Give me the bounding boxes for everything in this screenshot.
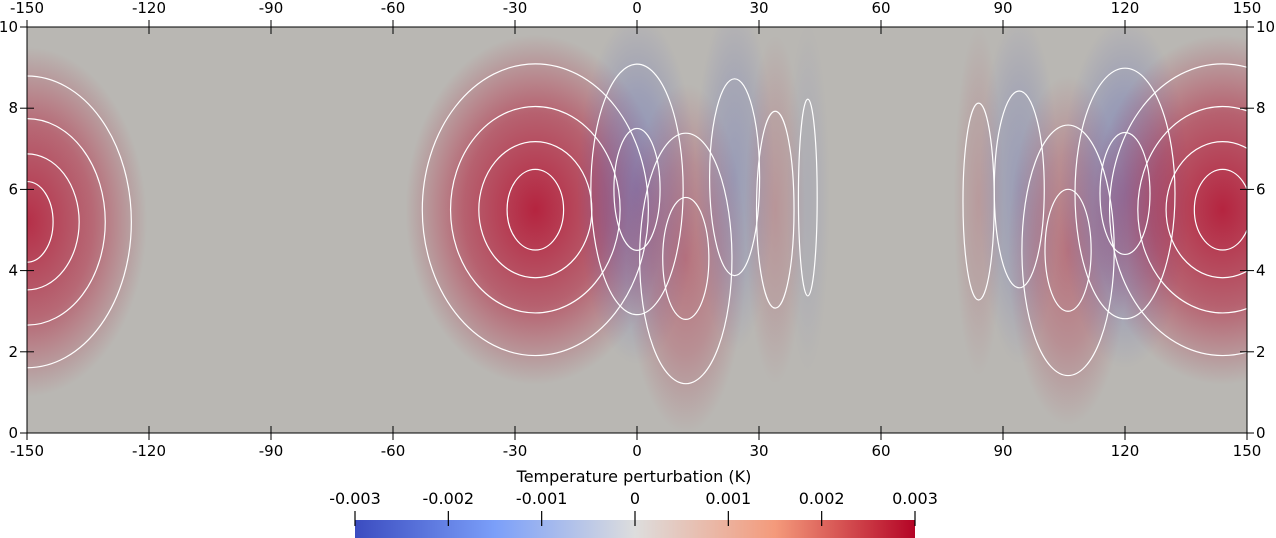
colorbar-tick-label: 0.002 (799, 489, 845, 508)
contour-11-3 (1137, 105, 1247, 314)
axes: -150 -150 -120 -120 -90 -90 -60 -60 -30 -30 0 0 30 30… (0, 0, 1275, 460)
y-tick-label-right: 2 (1256, 343, 1266, 361)
contour-lines (27, 63, 1247, 385)
x-tick-label-bottom: -30 (503, 442, 528, 460)
y-tick-label-right: 4 (1256, 262, 1266, 280)
x-tick-label-bottom: 30 (749, 442, 768, 460)
anomaly-11 (1092, 34, 1247, 385)
contour-10-1 (1099, 131, 1151, 256)
contour-0-4 (27, 75, 132, 369)
x-tick-label-top: 30 (749, 0, 768, 17)
x-tick-label-top: -30 (503, 0, 528, 17)
x-tick-label-top: 150 (1233, 0, 1262, 17)
colorbar-tick-label: 0 (630, 489, 640, 508)
x-tick-label-bottom: 150 (1233, 442, 1262, 460)
x-tick-label-bottom: -150 (10, 442, 44, 460)
contour-3-2 (639, 132, 733, 385)
y-tick-label-right: 0 (1256, 424, 1266, 442)
contour-11-1 (1193, 168, 1247, 251)
contour-2-2 (590, 63, 684, 316)
x-tick-label-top: -90 (259, 0, 284, 17)
contour-1-3 (449, 105, 621, 314)
y-tick-label-left: 8 (8, 99, 18, 117)
y-tick-label-right: 10 (1256, 18, 1275, 36)
contour-2-1 (613, 127, 661, 251)
x-tick-label-top: 0 (632, 0, 642, 17)
heatmap-field (27, 27, 1247, 433)
y-tick-label-right: 6 (1256, 180, 1266, 198)
contour-11-2 (1165, 141, 1247, 279)
y-tick-label-left: 10 (0, 18, 18, 36)
contour-1-1 (506, 168, 565, 251)
x-tick-label-bottom: 90 (993, 442, 1012, 460)
contour-4-1 (708, 78, 761, 277)
colorbar-tick-label: -0.002 (423, 489, 475, 508)
contour-8-1 (993, 90, 1045, 289)
contour-6-1 (797, 98, 818, 297)
contour-11-4 (1108, 63, 1247, 357)
colorbar-title: Temperature perturbation (K) (516, 467, 752, 486)
contour-0-2 (27, 153, 80, 291)
x-tick-label-bottom: -60 (381, 442, 406, 460)
colorbar-tick-labels: -0.003 -0.002 -0.001 0 0.001 0.002 0.003 (329, 489, 938, 508)
contour-3-1 (662, 196, 710, 320)
anomaly-0 (27, 46, 147, 397)
colorbar-gradient (355, 520, 915, 538)
x-tick-label-bottom: 60 (871, 442, 890, 460)
x-tick-label-top: -60 (381, 0, 406, 17)
contour-1-4 (421, 63, 649, 357)
contour-10-2 (1074, 67, 1176, 320)
x-tick-label-top: -150 (10, 0, 44, 17)
anomaly-6 (785, 27, 830, 373)
colorbar-tick-label: 0.001 (705, 489, 751, 508)
colorbar-ticks (354, 511, 916, 526)
x-tick-label-top: -120 (132, 0, 166, 17)
x-tick-label-bottom: -90 (259, 442, 284, 460)
colorbar-tick-label: -0.003 (329, 489, 381, 508)
contour-0-3 (27, 118, 106, 326)
contour-9-1 (1044, 188, 1092, 312)
colorbar-tick-label: 0.003 (892, 489, 938, 508)
contour-0-1 (27, 180, 54, 263)
x-tick-label-top: 90 (993, 0, 1012, 17)
contour-5-1 (755, 110, 795, 309)
colorbar: Temperature perturbation (K) -0.003 -0.00… (329, 467, 938, 538)
y-tick-label-left: 6 (8, 180, 18, 198)
x-tick-label-bottom: -120 (132, 442, 166, 460)
x-tick-label-bottom: 0 (632, 442, 642, 460)
x-tick-label-bottom: 120 (1111, 442, 1140, 460)
colorbar-tick-label: -0.001 (516, 489, 568, 508)
x-tick-label-top: 120 (1111, 0, 1140, 17)
y-tick-label-left: 2 (8, 343, 18, 361)
y-tick-label-left: 4 (8, 262, 18, 280)
y-tick-label-left: 0 (8, 424, 18, 442)
y-tick-label-right: 8 (1256, 99, 1266, 117)
x-tick-label-top: 60 (871, 0, 890, 17)
